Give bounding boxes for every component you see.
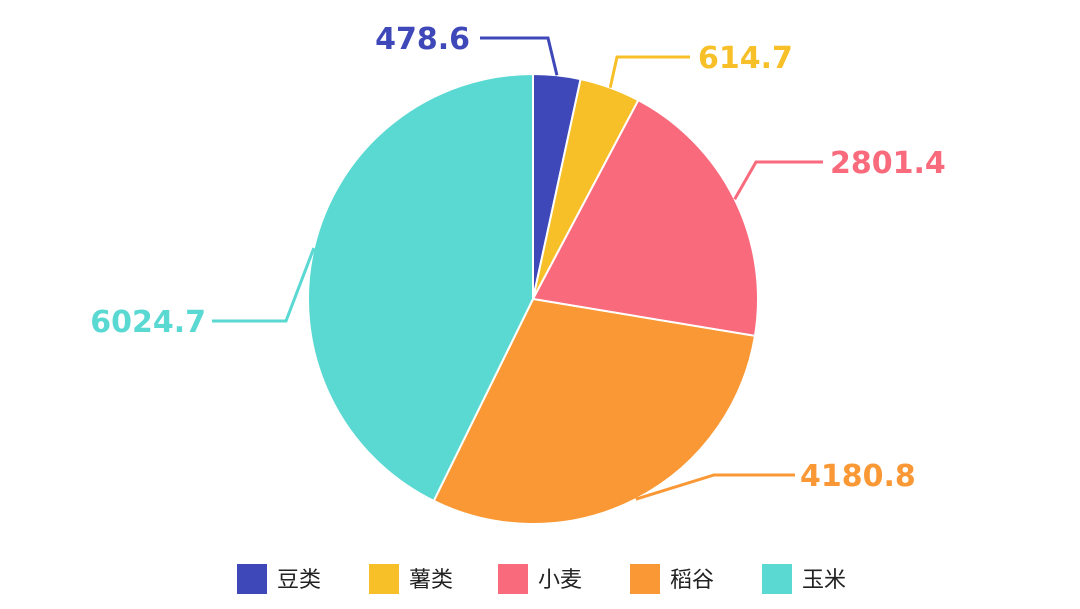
leader-line-1 — [480, 36, 559, 76]
legend-label-5: 玉米 — [802, 568, 846, 593]
label-leaders — [212, 36, 823, 501]
legend-swatch-3 — [498, 564, 528, 594]
value-label-2: 614.7 — [698, 41, 793, 76]
leader-line-3 — [733, 160, 823, 200]
pie-slice-4 — [432, 297, 757, 525]
legend-label-2: 薯类 — [409, 568, 453, 593]
legend-label-4: 稻谷 — [670, 568, 714, 593]
leader-line-4 — [635, 473, 795, 501]
legend-swatch-2 — [369, 564, 399, 594]
value-label-5: 6024.7 — [90, 305, 206, 340]
legend-item-4[interactable]: 稻谷 — [630, 564, 714, 594]
leader-line-2 — [608, 55, 690, 88]
value-label-1: 478.6 — [375, 22, 470, 57]
legend-label-1: 豆类 — [277, 568, 321, 593]
pie-slices — [307, 72, 759, 525]
value-label-3: 2801.4 — [830, 146, 946, 181]
legend-item-1[interactable]: 豆类 — [237, 564, 321, 594]
legend-item-2[interactable]: 薯类 — [369, 564, 453, 594]
pie-slice-3 — [531, 98, 759, 338]
leader-line-5 — [212, 247, 316, 323]
legend-label-3: 小麦 — [538, 568, 582, 593]
legend-swatch-5 — [762, 564, 792, 594]
value-labels: 478.6 614.7 2801.4 4180.8 6024.7 — [90, 22, 946, 494]
legend-item-3[interactable]: 小麦 — [498, 564, 582, 594]
value-label-4: 4180.8 — [800, 459, 916, 494]
legend-swatch-1 — [237, 564, 267, 594]
legend-swatch-4 — [630, 564, 660, 594]
pie-slice-5 — [307, 72, 534, 503]
legend-item-5[interactable]: 玉米 — [762, 564, 846, 594]
legend: 豆类 薯类 小麦 稻谷 玉米 — [237, 564, 846, 594]
